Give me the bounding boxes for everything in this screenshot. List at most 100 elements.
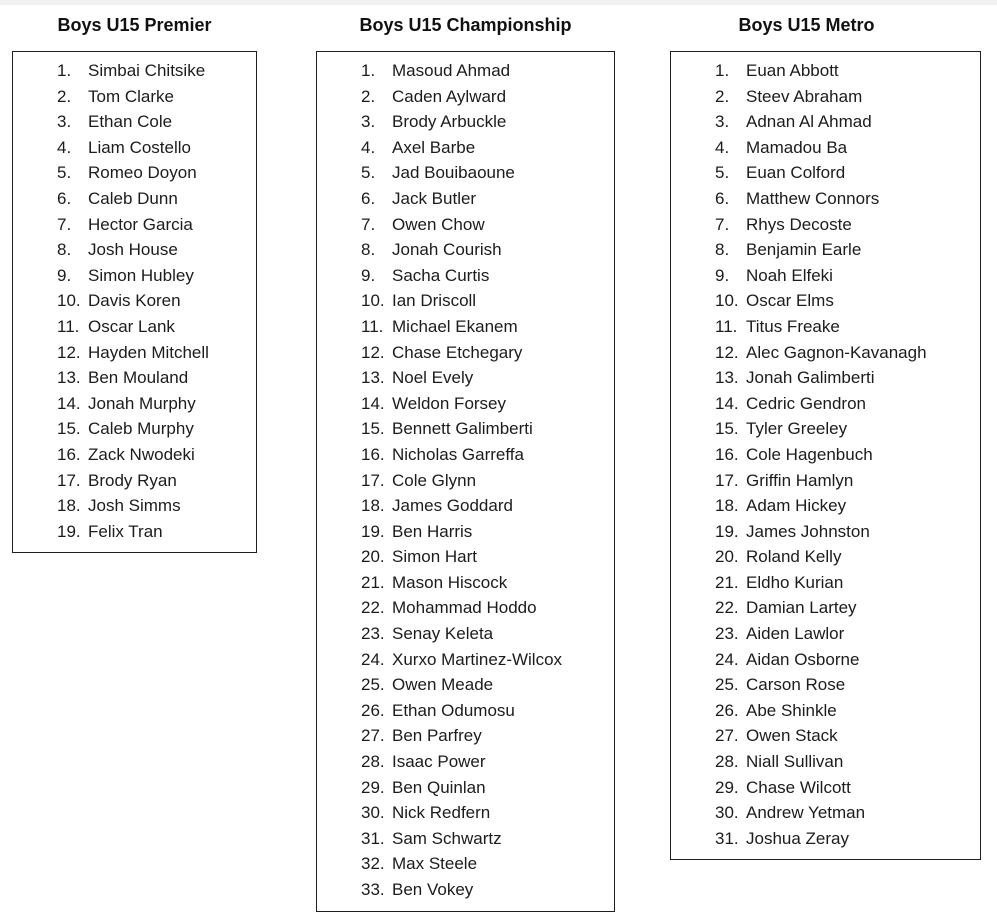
list-item: 10. Ian Driscoll	[317, 288, 614, 314]
player-name: Jonah Murphy	[88, 393, 196, 413]
player-name: Euan Abbott	[746, 61, 839, 80]
player-name: Eldho Kurian	[746, 572, 844, 592]
player-name: Benjamin Earle	[746, 240, 862, 260]
player-name: Josh Simms	[88, 496, 181, 516]
player-rank: 29.	[715, 777, 739, 797]
list-box-metro: 1. Euan Abbott 2. Steev Abraham 3. Adnan Al A…	[670, 51, 981, 861]
list-item: 26. Ethan Odumosu	[317, 698, 614, 724]
player-name: Tyler Greeley	[746, 419, 848, 439]
player-name: Ethan Odumosu	[392, 700, 515, 720]
player-name: Roland Kelly	[746, 547, 842, 567]
list-item: 16. Nicholas Garreffa	[317, 442, 614, 468]
player-name: Mohammad Hoddo	[392, 598, 537, 618]
list-item: 5. Jad Bouibaoune	[317, 160, 614, 186]
player-rank: 2.	[715, 86, 730, 106]
list-item: 20. Roland Kelly	[671, 544, 980, 570]
player-rank: 27.	[715, 726, 739, 746]
player-rank: 21.	[715, 572, 739, 592]
player-name: Aidan Osborne	[746, 649, 860, 669]
player-name: James Johnston	[746, 521, 870, 541]
list-box-championship: 1. Masoud Ahmad 2. Caden Aylward 3. Brody Arb…	[316, 51, 615, 912]
list-item: 17. Cole Glynn	[317, 468, 614, 494]
player-name: Simbai Chitsike	[88, 61, 206, 80]
player-name: Brody Ryan	[88, 470, 177, 490]
player-rank: 8.	[715, 240, 730, 260]
player-name: Ian Driscoll	[392, 291, 477, 311]
list-item: 4. Mamadou Ba	[671, 135, 980, 161]
list-item: 9. Noah Elfeki	[671, 263, 980, 289]
player-name: Simon Hubley	[88, 265, 194, 285]
player-name: Sacha Curtis	[392, 265, 490, 285]
player-rank: 3.	[361, 112, 376, 132]
list-item: 9. Sacha Curtis	[317, 263, 614, 289]
player-name: Owen Chow	[392, 214, 485, 234]
player-rank: 33.	[361, 880, 385, 899]
player-name: Nicholas Garreffa	[392, 444, 524, 464]
list-item: 14. Jonah Murphy	[13, 391, 256, 417]
player-rank: 26.	[361, 700, 385, 720]
player-name: Davis Koren	[88, 291, 181, 311]
player-name: Romeo Doyon	[88, 163, 197, 183]
list-item: 14. Cedric Gendron	[671, 391, 980, 417]
player-rank: 19.	[361, 521, 385, 541]
player-rank: 2.	[57, 86, 72, 106]
player-name: Owen Stack	[746, 726, 838, 746]
list-item: 27. Ben Parfrey	[317, 723, 614, 749]
player-rank: 9.	[715, 265, 730, 285]
player-name: Weldon Forsey	[392, 393, 507, 413]
player-name: Mason Hiscock	[392, 572, 508, 592]
player-rank: 14.	[57, 393, 81, 413]
list-item: 13. Noel Evely	[317, 365, 614, 391]
player-rank: 13.	[361, 368, 385, 388]
player-rank: 14.	[361, 393, 385, 413]
player-name: Adnan Al Ahmad	[746, 112, 872, 132]
player-rank: 13.	[57, 368, 81, 388]
list-item: 2. Steev Abraham	[671, 84, 980, 110]
player-name: Caleb Dunn	[88, 188, 178, 208]
list-item: 10. Oscar Elms	[671, 288, 980, 314]
player-rank: 4.	[361, 137, 376, 157]
player-name: Jonah Courish	[392, 240, 502, 260]
list-item: 4. Liam Costello	[13, 135, 256, 161]
list-item: 16. Zack Nwodeki	[13, 442, 256, 468]
player-name: Hector Garcia	[88, 214, 193, 234]
player-name: Griffin Hamlyn	[746, 470, 854, 490]
list-item: 19. James Johnston	[671, 519, 980, 545]
player-name: Ben Quinlan	[392, 777, 486, 797]
list-item: 1. Euan Abbott	[671, 58, 980, 84]
player-rank: 13.	[715, 368, 739, 388]
player-name: Liam Costello	[88, 137, 191, 157]
player-name: Steev Abraham	[746, 86, 863, 106]
list-item: 15. Bennett Galimberti	[317, 416, 614, 442]
player-rank: 12.	[715, 342, 739, 362]
list-item: 6. Caleb Dunn	[13, 186, 256, 212]
player-rank: 19.	[715, 521, 739, 541]
player-rank: 18.	[57, 496, 81, 516]
list-item: 19. Felix Tran	[13, 519, 256, 545]
list-item: 18. James Goddard	[317, 493, 614, 519]
player-rank: 11.	[361, 316, 384, 336]
player-rank: 20.	[715, 547, 739, 567]
list-item: 10. Davis Koren	[13, 288, 256, 314]
player-name: Bennett Galimberti	[392, 419, 533, 439]
player-rank: 15.	[57, 419, 81, 439]
player-rank: 30.	[361, 803, 385, 823]
player-rank: 15.	[715, 419, 739, 439]
player-rank: 25.	[361, 675, 385, 695]
list-box-premier: 1. Simbai Chitsike 2. Tom Clarke 3. Ethan Col…	[12, 51, 257, 554]
player-name: Cole Hagenbuch	[746, 444, 873, 464]
list-item: 5. Euan Colford	[671, 160, 980, 186]
player-name: Xurxo Martinez-Wilcox	[392, 649, 563, 669]
list-item: 24. Xurxo Martinez-Wilcox	[317, 647, 614, 673]
list-item: 2. Caden Aylward	[317, 84, 614, 110]
top-strip	[0, 0, 997, 5]
list-item: 21. Eldho Kurian	[671, 570, 980, 596]
player-rank: 9.	[57, 265, 72, 285]
player-rank: 8.	[361, 240, 376, 260]
list-item: 31. Joshua Zeray	[671, 826, 980, 852]
list-item: 19. Ben Harris	[317, 519, 614, 545]
list-item: 23. Senay Keleta	[317, 621, 614, 647]
list-item: 7. Owen Chow	[317, 212, 614, 238]
player-rank: 3.	[57, 112, 72, 132]
